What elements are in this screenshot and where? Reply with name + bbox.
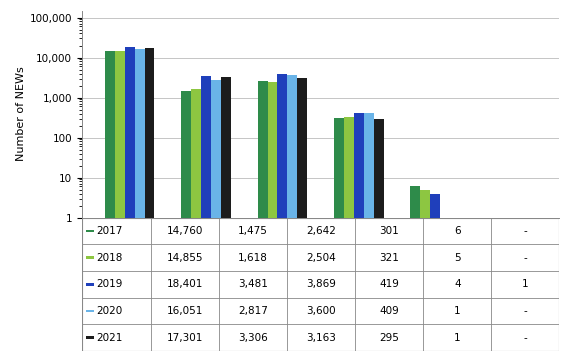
Text: 2020: 2020	[97, 306, 123, 316]
Text: 14,855: 14,855	[167, 253, 203, 263]
Text: 2021: 2021	[97, 333, 123, 343]
Bar	[86, 257, 94, 259]
Bar	[507, 218, 516, 351]
Bar	[201, 76, 211, 351]
Bar	[221, 77, 231, 351]
Bar	[410, 186, 420, 351]
Bar	[277, 74, 288, 351]
Bar	[181, 91, 191, 351]
Text: 18,401: 18,401	[167, 279, 203, 289]
Bar	[354, 113, 364, 351]
Text: 5: 5	[454, 253, 460, 263]
Bar	[268, 82, 277, 351]
Bar	[145, 48, 154, 351]
Bar	[450, 218, 460, 351]
Bar	[134, 49, 145, 351]
Text: 1: 1	[454, 306, 460, 316]
Text: 6: 6	[454, 226, 460, 236]
Bar	[191, 89, 201, 351]
Text: -: -	[523, 226, 527, 236]
Bar	[105, 51, 115, 351]
Text: 1,618: 1,618	[238, 253, 268, 263]
Bar	[86, 337, 94, 339]
Bar	[125, 47, 134, 351]
Bar	[115, 51, 125, 351]
Y-axis label: Number of NEWs: Number of NEWs	[15, 67, 25, 161]
Text: 2,817: 2,817	[238, 306, 268, 316]
Bar	[344, 117, 354, 351]
Bar	[86, 230, 94, 232]
Text: 2018: 2018	[97, 253, 123, 263]
Text: 409: 409	[379, 306, 399, 316]
Text: 419: 419	[379, 279, 399, 289]
Bar	[86, 310, 94, 312]
Bar	[86, 283, 94, 285]
Bar	[373, 119, 384, 351]
Text: 3,600: 3,600	[306, 306, 336, 316]
Text: 3,163: 3,163	[306, 333, 336, 343]
Text: 301: 301	[379, 226, 399, 236]
Bar	[297, 78, 307, 351]
Text: 1: 1	[522, 279, 529, 289]
Text: 16,051: 16,051	[167, 306, 203, 316]
Text: 4: 4	[454, 279, 460, 289]
Bar	[431, 193, 440, 351]
Text: 1: 1	[454, 333, 460, 343]
Bar	[258, 81, 268, 351]
Bar	[420, 190, 431, 351]
Text: 2017: 2017	[97, 226, 123, 236]
Text: -: -	[523, 253, 527, 263]
Text: 14,760: 14,760	[167, 226, 203, 236]
Text: 2,504: 2,504	[306, 253, 336, 263]
Bar	[440, 218, 450, 351]
Text: 2019: 2019	[97, 279, 123, 289]
Text: 1,475: 1,475	[238, 226, 268, 236]
Text: 3,869: 3,869	[306, 279, 336, 289]
Bar	[288, 75, 297, 351]
Bar	[364, 113, 373, 351]
Text: 295: 295	[379, 333, 399, 343]
Bar	[211, 80, 221, 351]
Text: 3,306: 3,306	[238, 333, 268, 343]
Bar	[334, 118, 344, 351]
Text: 321: 321	[379, 253, 399, 263]
Text: 3,481: 3,481	[238, 279, 268, 289]
Text: -: -	[523, 333, 527, 343]
Text: -: -	[523, 306, 527, 316]
Text: 2,642: 2,642	[306, 226, 336, 236]
Text: 17,301: 17,301	[167, 333, 203, 343]
